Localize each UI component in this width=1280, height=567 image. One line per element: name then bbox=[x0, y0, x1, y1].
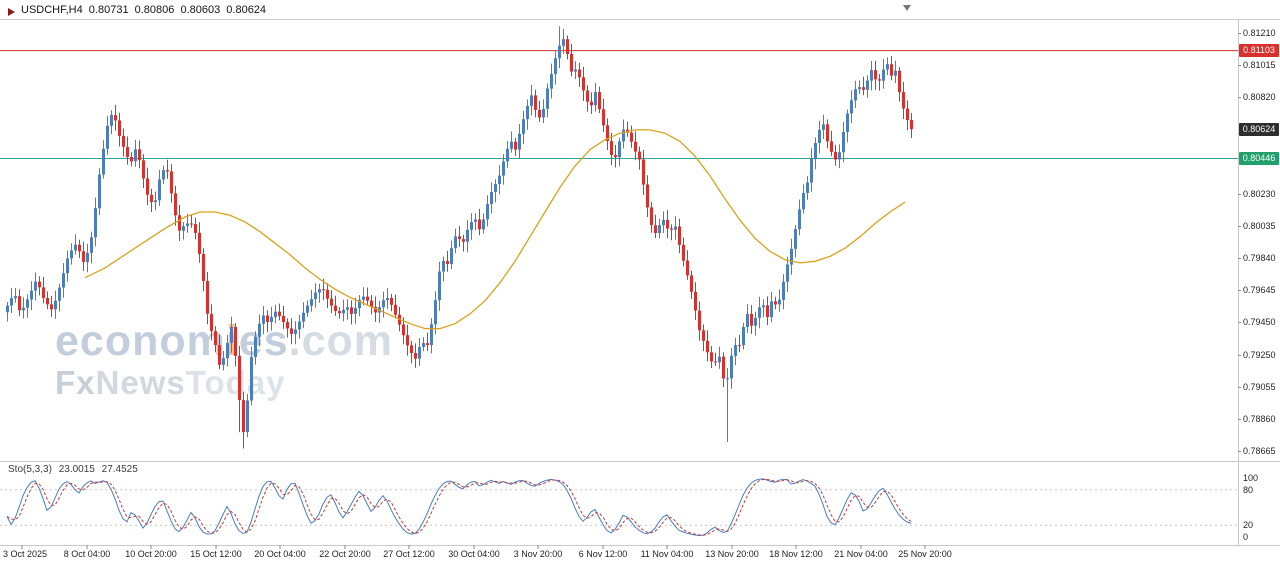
time-tick-label: 3 Oct 2025 bbox=[3, 549, 48, 559]
price-tick-label: 0.80820 bbox=[1243, 92, 1276, 103]
stochastic-label: Sto(5,3,3) 23.0015 27.4525 bbox=[8, 464, 142, 475]
sto-level-label: 20 bbox=[1243, 520, 1254, 531]
time-tick-label: 15 Oct 12:00 bbox=[190, 549, 242, 559]
time-tick-label: 27 Oct 12:00 bbox=[383, 549, 435, 559]
price-tick-label: 0.80035 bbox=[1243, 221, 1276, 231]
watermark-line2: FxNewsToday bbox=[55, 363, 286, 401]
price-tick-label: 0.78665 bbox=[1243, 446, 1276, 456]
price-tick-label: 0.81210 bbox=[1243, 28, 1276, 38]
ohlc-low: 0.80603 bbox=[180, 4, 221, 16]
time-axis[interactable]: 3 Oct 2025 8 Oct 04:00 10 Oct 20:00 15 Oct … bbox=[0, 545, 1238, 567]
time-tick-label: 3 Nov 20:00 bbox=[513, 549, 563, 559]
price-tick-label: 0.79250 bbox=[1243, 349, 1276, 360]
candlestick-series bbox=[6, 26, 913, 449]
price-axis[interactable]: 0.81210 0.81015 0.80820 0.80230 0.80035 0.798… bbox=[1238, 0, 1280, 567]
time-tick-label: 30 Oct 04:00 bbox=[448, 549, 500, 559]
moving-average-line[interactable] bbox=[84, 129, 906, 330]
ohlc-close: 0.80624 bbox=[226, 4, 267, 16]
sto-level-label: 100 bbox=[1243, 473, 1259, 483]
time-tick-label: 8 Oct 04:00 bbox=[63, 549, 111, 559]
sto-value-k: 23.0015 bbox=[58, 464, 95, 475]
price-tick-label: 0.79055 bbox=[1243, 381, 1276, 392]
chart-frame bbox=[0, 19, 1280, 546]
sto-main-line[interactable] bbox=[6, 478, 912, 537]
ohlc-high: 0.80806 bbox=[134, 4, 175, 16]
time-tick-label: 22 Oct 20:00 bbox=[319, 549, 371, 559]
price-tick-label: 0.78860 bbox=[1243, 414, 1276, 424]
symbol-marker-icon bbox=[8, 8, 15, 16]
ohlc-open: 0.80731 bbox=[88, 4, 129, 16]
support-price-badge: 0.80446 bbox=[1239, 152, 1279, 165]
price-shift-icon bbox=[903, 5, 911, 11]
watermark: economies.com FxNewsToday bbox=[55, 319, 393, 401]
price-tick-label: 0.79840 bbox=[1243, 253, 1276, 263]
time-tick-label: 20 Oct 04:00 bbox=[254, 549, 306, 559]
sto-level-label: 0 bbox=[1243, 532, 1249, 542]
time-tick-label: 25 Nov 20:00 bbox=[898, 549, 952, 559]
price-tick-label: 0.81015 bbox=[1243, 60, 1276, 70]
sto-name: Sto(5,3,3) bbox=[8, 464, 52, 475]
sto-value-d: 27.4525 bbox=[101, 464, 138, 475]
sto-signal-line[interactable] bbox=[6, 478, 912, 536]
time-tick-label: 21 Nov 04:00 bbox=[834, 549, 888, 559]
time-tick-label: 6 Nov 12:00 bbox=[578, 549, 628, 559]
time-tick-label: 10 Oct 20:00 bbox=[125, 549, 177, 559]
current-price-badge: 0.80624 bbox=[1239, 122, 1279, 136]
time-tick-label: 18 Nov 12:00 bbox=[769, 549, 823, 559]
symbol-timeframe: USDCHF,H4 bbox=[21, 4, 83, 16]
price-tick-label: 0.80230 bbox=[1243, 189, 1276, 199]
time-tick-label: 11 Nov 04:00 bbox=[640, 549, 694, 559]
ohlc-header: USDCHF,H4 0.80731 0.80806 0.80603 0.8062… bbox=[21, 4, 269, 16]
sto-level-label: 80 bbox=[1243, 484, 1254, 495]
price-tick-label: 0.79645 bbox=[1243, 285, 1276, 295]
time-tick-label: 13 Nov 20:00 bbox=[705, 549, 759, 559]
price-tick-label: 0.79450 bbox=[1243, 317, 1276, 328]
resistance-price-badge: 0.81103 bbox=[1239, 44, 1279, 58]
